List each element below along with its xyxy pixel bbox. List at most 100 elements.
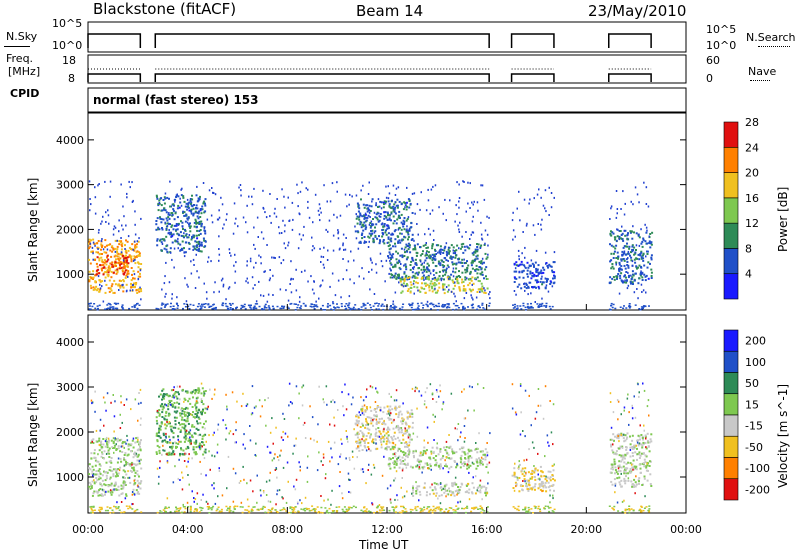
echo-pixel — [470, 304, 473, 306]
echo-pixel — [457, 275, 460, 277]
echo-pixel — [405, 283, 408, 285]
echo-pixel — [459, 457, 462, 460]
echo-pixel — [177, 247, 179, 250]
echo-pixel — [402, 462, 405, 465]
echo-pixel — [191, 424, 194, 427]
echo-pixel — [401, 422, 404, 425]
echo-pixel — [369, 210, 372, 212]
echo-pixel — [389, 256, 392, 259]
echo-pixel — [225, 393, 227, 396]
echo-pixel — [410, 306, 413, 309]
echo-pixel — [390, 247, 392, 250]
echo-pixel — [631, 485, 634, 488]
echo-pixel — [293, 303, 296, 305]
echo-pixel — [97, 231, 100, 234]
echo-pixel — [204, 245, 207, 248]
echo-pixel — [283, 418, 286, 420]
echo-pixel — [624, 468, 627, 471]
echo-pixel — [388, 428, 391, 431]
echo-pixel — [97, 251, 99, 254]
echo-pixel — [90, 441, 92, 444]
echo-pixel — [547, 486, 550, 489]
echo-pixel — [317, 423, 319, 426]
echo-pixel — [135, 437, 138, 440]
echo-pixel — [92, 258, 94, 261]
echo-pixel — [369, 257, 372, 260]
echo-pixel — [447, 248, 450, 251]
echo-pixel — [179, 440, 182, 443]
echo-pixel — [302, 302, 305, 305]
echo-pixel — [278, 256, 281, 259]
echo-pixel — [445, 253, 448, 256]
echo-pixel — [344, 383, 346, 386]
echo-pixel — [546, 476, 549, 479]
echo-pixel — [433, 253, 436, 256]
echo-pixel — [617, 255, 620, 258]
echo-pixel — [394, 408, 397, 411]
echo-pixel — [627, 477, 630, 480]
echo-pixel — [365, 219, 368, 222]
echo-pixel — [622, 454, 625, 457]
echo-pixel — [236, 400, 238, 403]
echo-pixel — [373, 231, 376, 234]
echo-pixel — [370, 220, 373, 223]
echo-pixel — [631, 434, 634, 437]
echo-pixel — [189, 198, 192, 200]
echo-pixel — [617, 228, 619, 231]
echo-pixel — [389, 409, 392, 412]
echo-pixel — [365, 482, 367, 485]
echo-pixel — [104, 308, 107, 310]
echo-pixel — [544, 385, 547, 388]
echo-pixel — [407, 236, 410, 239]
echo-pixel — [108, 268, 111, 271]
echo-pixel — [644, 454, 647, 457]
echo-pixel — [394, 437, 397, 440]
echo-pixel — [161, 405, 164, 408]
echo-pixel — [638, 264, 641, 267]
echo-pixel — [622, 456, 625, 459]
echo-pixel — [377, 220, 380, 223]
echo-pixel — [160, 249, 163, 252]
echo-pixel — [400, 247, 403, 250]
echo-pixel — [333, 416, 335, 419]
echo-pixel — [97, 478, 100, 481]
echo-pixel — [380, 201, 383, 204]
echo-pixel — [89, 209, 91, 212]
echo-pixel — [523, 470, 526, 473]
echo-pixel — [95, 477, 98, 479]
echo-pixel — [183, 251, 185, 254]
echo-pixel — [418, 463, 421, 466]
echo-pixel — [124, 459, 127, 462]
echo-pixel — [624, 482, 627, 485]
echo-pixel — [469, 244, 472, 247]
echo-pixel — [391, 306, 394, 309]
echo-pixel — [363, 303, 366, 306]
echo-pixel — [540, 305, 543, 307]
echo-pixel — [368, 211, 371, 214]
echo-pixel — [134, 223, 136, 226]
echo-pixel — [446, 264, 449, 267]
echo-pixel — [649, 262, 651, 265]
echo-pixel — [97, 307, 99, 310]
echo-pixel — [128, 307, 131, 310]
echo-pixel — [397, 449, 399, 452]
echo-pixel — [366, 427, 369, 430]
echo-pixel — [434, 291, 437, 294]
echo-pixel — [486, 287, 489, 290]
echo-pixel — [98, 449, 101, 452]
echo-pixel — [260, 231, 263, 234]
echo-pixel — [443, 485, 446, 488]
echo-pixel — [628, 423, 630, 426]
echo-pixel — [246, 204, 248, 207]
echo-pixel — [384, 202, 387, 205]
echo-pixel — [320, 307, 322, 310]
echo-pixel — [122, 272, 125, 275]
echo-pixel — [347, 260, 350, 263]
echo-pixel — [406, 205, 408, 208]
echo-pixel — [349, 193, 351, 196]
echo-pixel — [225, 218, 227, 221]
echo-pixel — [641, 462, 644, 465]
echo-pixel — [396, 424, 399, 427]
echo-pixel — [179, 398, 181, 401]
echo-pixel — [471, 276, 474, 279]
